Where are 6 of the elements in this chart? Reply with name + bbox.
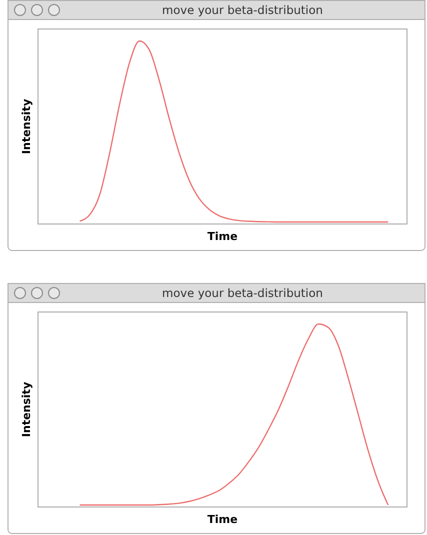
chart-title: move your beta-distribution — [162, 286, 323, 300]
x-axis-title: Time — [207, 513, 238, 526]
chart-title: move your beta-distribution — [162, 3, 323, 17]
y-axis-title: Intensity — [20, 382, 33, 438]
x-axis-title: Time — [207, 230, 238, 243]
y-axis-title: Intensity — [20, 98, 33, 154]
